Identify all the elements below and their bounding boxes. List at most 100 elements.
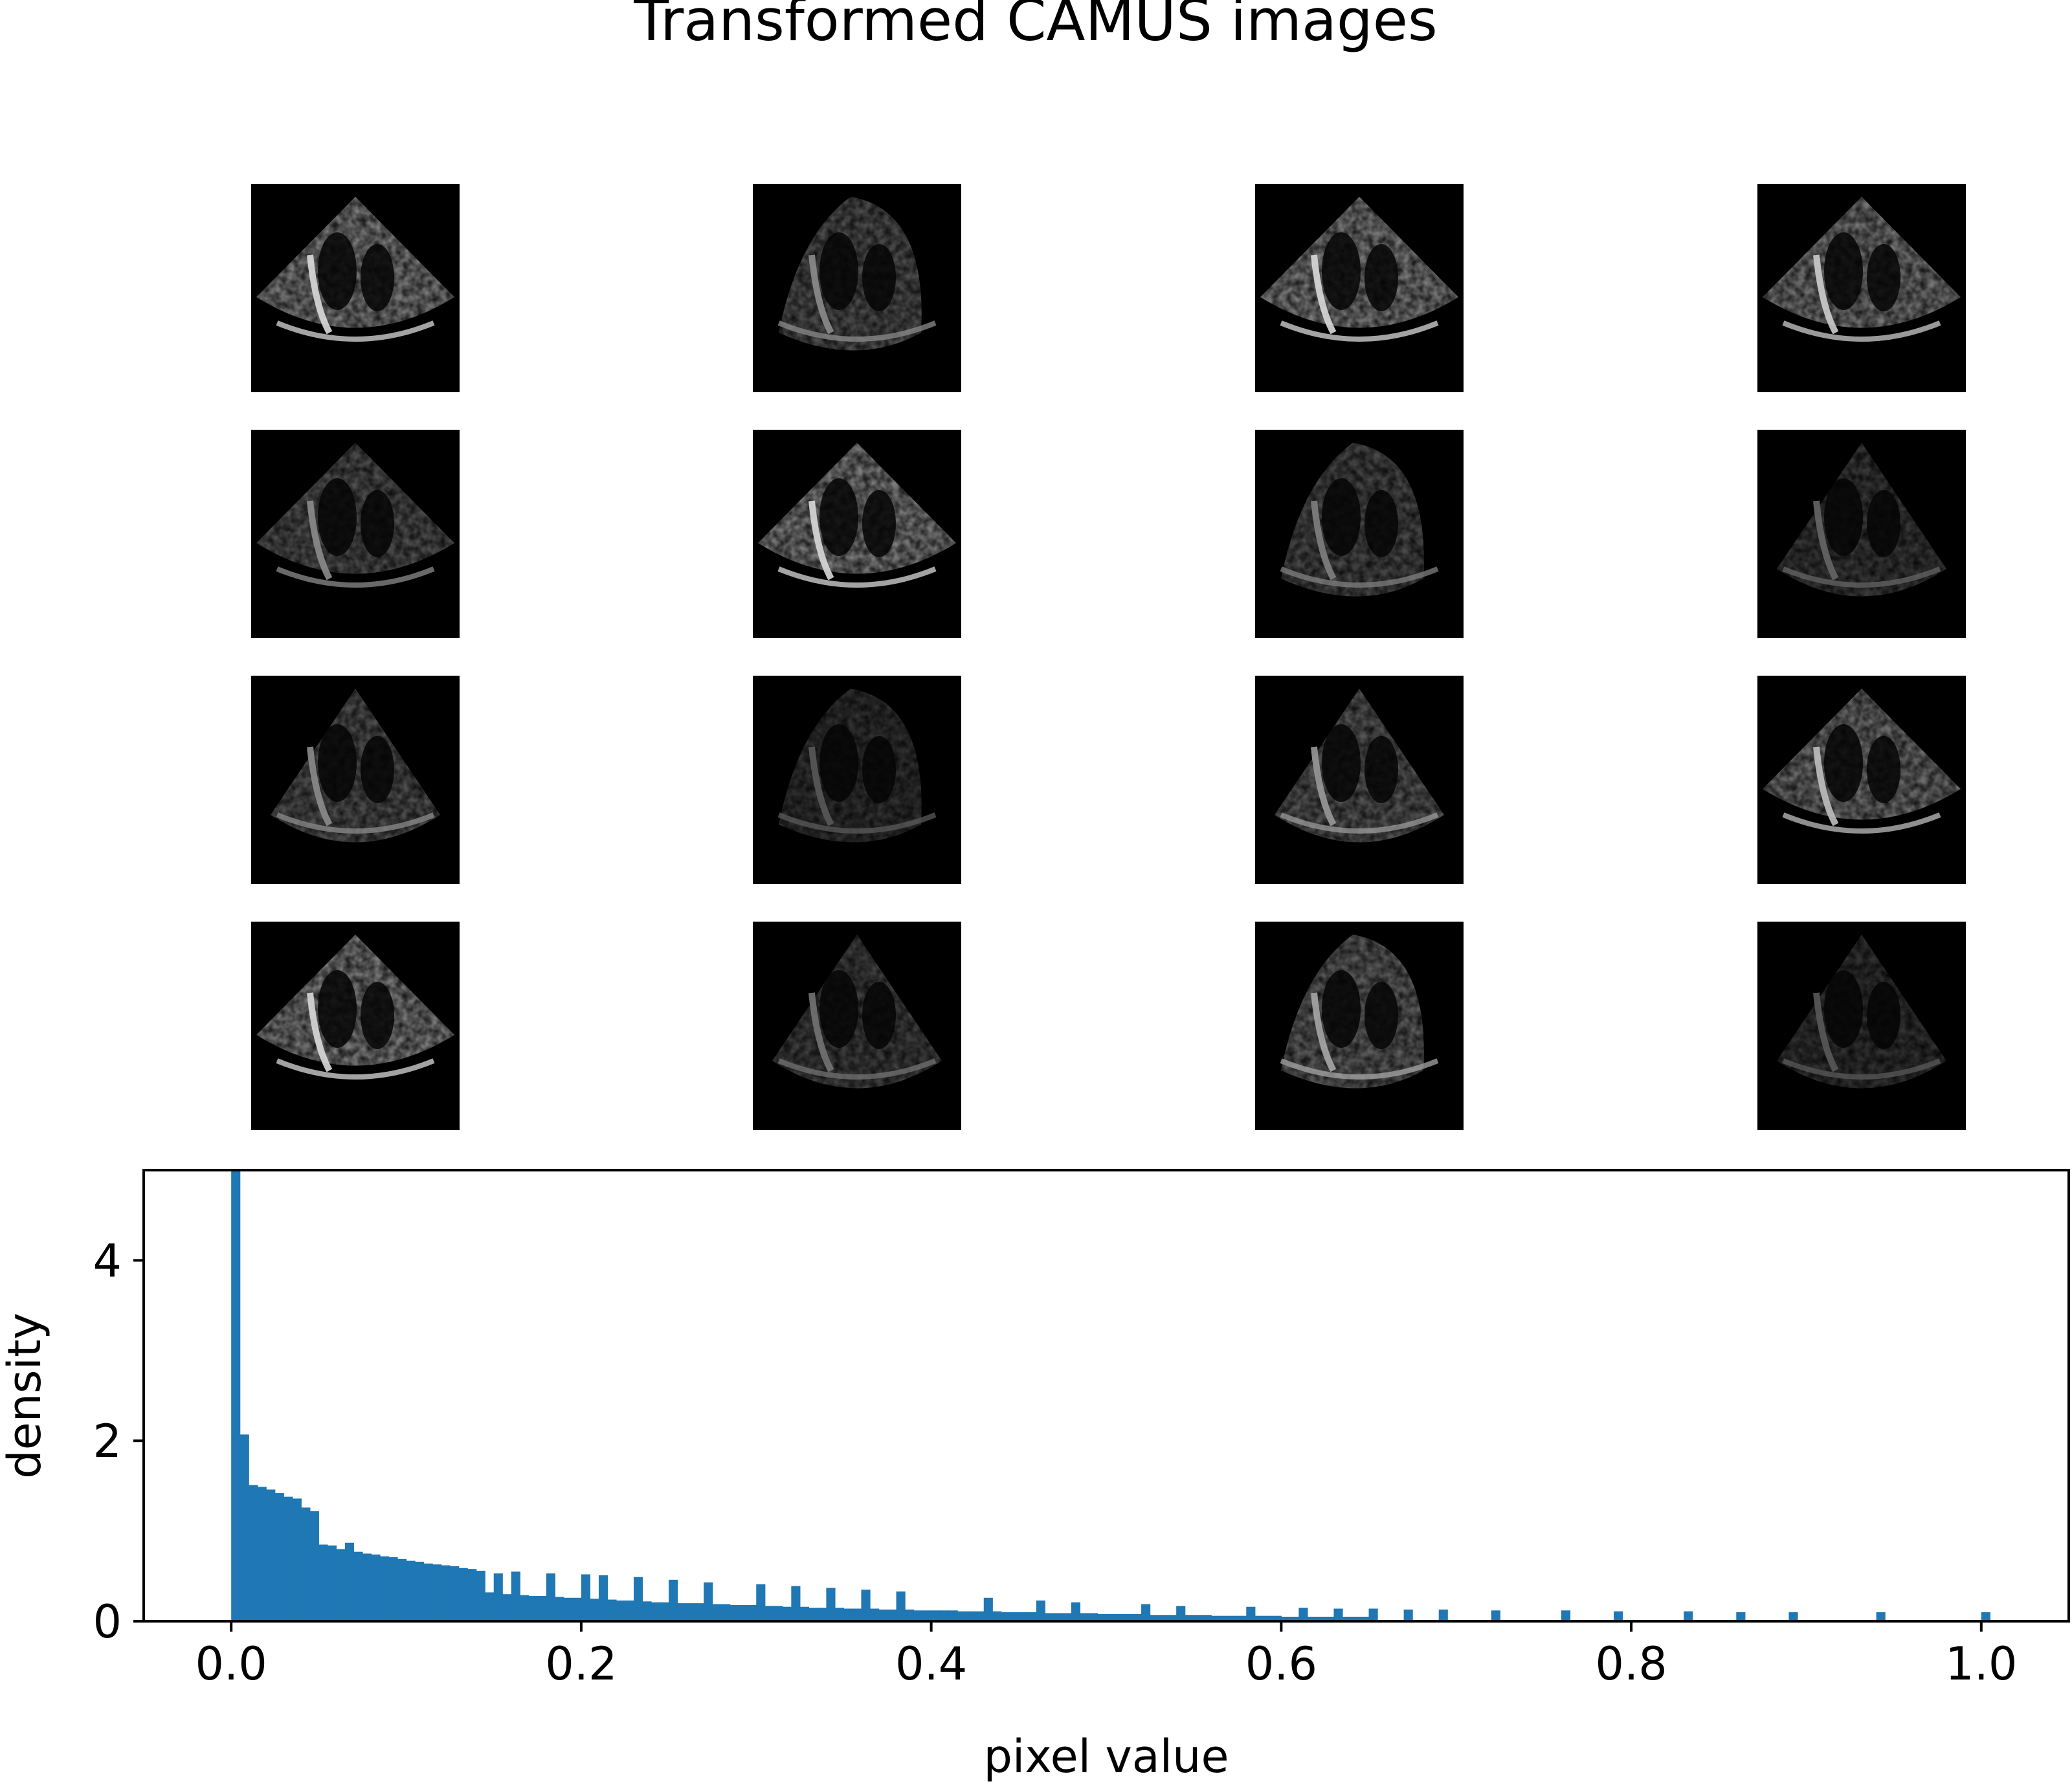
histogram-bar xyxy=(940,1610,950,1621)
histogram-bar xyxy=(1403,1609,1413,1621)
heart-chamber xyxy=(1365,982,1398,1049)
histogram-bar xyxy=(1088,1613,1098,1621)
histogram-bar xyxy=(1614,1611,1623,1621)
wall-highlight xyxy=(1280,812,1439,834)
wall-highlight xyxy=(1311,746,1337,826)
histogram-bar xyxy=(1159,1615,1168,1621)
histogram-bar xyxy=(992,1611,1002,1621)
heart-chamber xyxy=(1365,736,1398,803)
wall-highlight xyxy=(808,254,834,335)
histogram-bar xyxy=(870,1608,880,1621)
heart-chamber xyxy=(318,478,357,556)
echo-thumbnail xyxy=(1757,676,1966,884)
histogram-bar xyxy=(1272,1615,1282,1621)
histogram-bar xyxy=(301,1507,311,1621)
wall-highlight xyxy=(276,566,435,588)
thumbnail-grid xyxy=(251,184,1966,1130)
wall-highlight xyxy=(276,1058,435,1080)
axes-frame xyxy=(142,1169,2070,1623)
histogram-bar xyxy=(546,1573,555,1621)
wall-highlight xyxy=(1813,500,1839,581)
wall-highlight xyxy=(1782,812,1941,834)
heart-chamber xyxy=(361,490,394,557)
histogram-bar xyxy=(1062,1613,1072,1621)
heart-chamber xyxy=(1867,490,1900,557)
histogram-bar xyxy=(634,1577,643,1621)
wall-highlight xyxy=(1311,500,1337,581)
histogram-bar xyxy=(669,1579,678,1621)
heart-chamber xyxy=(1322,970,1361,1048)
histogram-bar xyxy=(1316,1617,1326,1621)
heart-chamber xyxy=(862,736,896,803)
x-tick-label: 0.2 xyxy=(545,1637,617,1691)
histogram-bar xyxy=(520,1595,529,1621)
histogram-bar xyxy=(817,1608,827,1621)
histogram-bar xyxy=(292,1498,302,1621)
histogram-bar xyxy=(432,1564,442,1621)
histogram-bar xyxy=(843,1608,853,1621)
echo-thumbnail xyxy=(753,922,961,1130)
heart-chamber xyxy=(1867,736,1900,803)
heart-chamber xyxy=(361,244,394,311)
y-tick-label: 2 xyxy=(93,1415,122,1468)
histogram-bar xyxy=(957,1611,967,1621)
histogram-bar xyxy=(1106,1613,1116,1621)
histogram-bar xyxy=(458,1568,468,1621)
histogram-bar xyxy=(336,1549,346,1621)
figure-title: Transformed CAMUS images xyxy=(633,0,1437,54)
echo-thumbnail xyxy=(251,430,460,638)
wall-highlight xyxy=(1782,566,1941,588)
histogram-bar xyxy=(555,1597,564,1621)
echo-thumbnail xyxy=(753,184,961,392)
histogram-bar xyxy=(423,1563,433,1621)
wall-highlight xyxy=(808,992,834,1072)
histogram-bar xyxy=(1491,1610,1500,1621)
histogram-bar xyxy=(1360,1617,1370,1621)
histogram-bar xyxy=(931,1610,941,1621)
histogram-bar xyxy=(1036,1600,1045,1621)
histogram-bar xyxy=(371,1554,381,1621)
histogram-bar xyxy=(1045,1613,1054,1621)
histogram-bar xyxy=(274,1493,284,1621)
histogram-bar xyxy=(686,1603,696,1621)
histogram-bar xyxy=(388,1557,398,1621)
histogram-bar xyxy=(826,1588,836,1621)
echo-thumbnail xyxy=(1255,676,1464,884)
heart-chamber xyxy=(1824,724,1863,802)
echo-thumbnail xyxy=(1255,922,1464,1130)
echo-thumbnail xyxy=(753,676,961,884)
histogram-bar xyxy=(1281,1617,1291,1621)
histogram-bar xyxy=(975,1611,985,1621)
histogram-bar xyxy=(983,1597,993,1621)
histogram-bar xyxy=(1736,1612,1746,1621)
histogram-bar xyxy=(905,1609,915,1621)
histogram-bar xyxy=(791,1586,801,1621)
heart-chamber xyxy=(1322,478,1361,556)
histogram-bar xyxy=(450,1566,460,1621)
x-tick-label: 0.8 xyxy=(1595,1637,1667,1691)
histogram-bar xyxy=(1176,1606,1186,1621)
heart-chamber xyxy=(318,724,357,802)
histogram-bar xyxy=(1141,1604,1151,1621)
wall-highlight xyxy=(1311,254,1337,335)
histogram-bar xyxy=(572,1597,582,1621)
histogram-bar xyxy=(1368,1608,1378,1621)
histogram-bar xyxy=(511,1571,520,1621)
histogram-bar xyxy=(913,1610,923,1621)
histogram-bar xyxy=(616,1600,626,1621)
histogram-bar xyxy=(1071,1602,1081,1621)
histogram-bar xyxy=(712,1604,722,1621)
wall-highlight xyxy=(1782,1058,1941,1080)
histogram-bar xyxy=(774,1606,783,1621)
histogram-bar xyxy=(528,1595,538,1621)
histogram-bar xyxy=(1298,1608,1308,1621)
y-axis-ticks: 0 2 4 xyxy=(93,1234,144,1648)
histogram-bar xyxy=(1289,1617,1299,1621)
x-tick-label: 0.6 xyxy=(1245,1637,1317,1691)
histogram-bar xyxy=(415,1561,425,1621)
histogram-bar xyxy=(764,1606,774,1621)
wall-highlight xyxy=(307,254,333,335)
heart-chamber xyxy=(862,490,896,557)
histogram-bar xyxy=(721,1604,731,1621)
x-tick-label: 1.0 xyxy=(1945,1637,2017,1691)
